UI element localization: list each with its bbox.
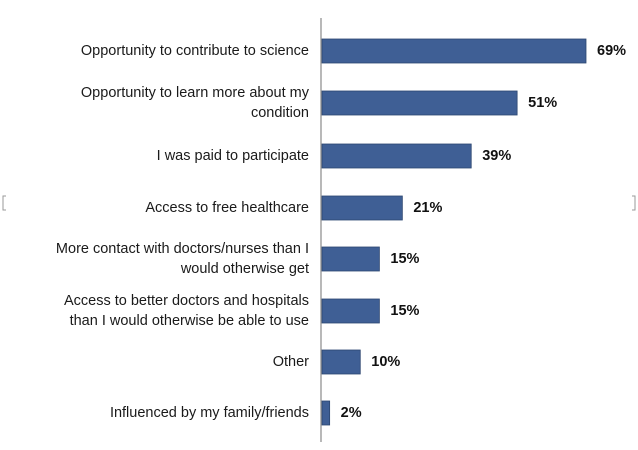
value-label-2: 39% [482, 148, 511, 164]
bar-4 [321, 246, 380, 272]
category-label-line: than I would otherwise be able to use [70, 313, 309, 329]
category-label-line: Opportunity to contribute to science [81, 43, 309, 59]
bar-5 [321, 298, 380, 324]
category-label-line: Opportunity to learn more about my [81, 85, 310, 101]
category-label-line: Influenced by my family/friends [110, 405, 309, 421]
value-label-1: 51% [528, 95, 557, 111]
value-label-3: 21% [413, 200, 442, 216]
category-labels-group: Opportunity to contribute to science Oppo… [56, 43, 310, 421]
bar-1 [321, 90, 518, 116]
category-label-2: I was paid to participate [157, 148, 309, 164]
value-label-7: 2% [341, 405, 362, 421]
bar-2 [321, 143, 472, 169]
category-label-line: I was paid to participate [157, 148, 309, 164]
category-label-line: Other [273, 354, 309, 370]
value-label-0: 69% [597, 43, 626, 59]
category-label-7: Influenced by my family/friends [110, 405, 309, 421]
value-label-6: 10% [371, 354, 400, 370]
value-label-4: 15% [390, 251, 419, 267]
category-label-line: Access to better doctors and hospitals [64, 293, 309, 309]
category-label-line: condition [251, 105, 309, 121]
category-label-3: Access to free healthcare [145, 200, 309, 216]
bar-6 [321, 349, 361, 375]
category-label-line: would otherwise get [180, 261, 309, 277]
bar-3 [321, 195, 403, 221]
category-label-line: Access to free healthcare [145, 200, 309, 216]
category-label-0: Opportunity to contribute to science [81, 43, 309, 59]
value-label-5: 15% [390, 303, 419, 319]
category-label-1: Opportunity to learn more about my condit… [81, 85, 310, 121]
category-label-4: More contact with doctors/nurses than I w… [56, 241, 309, 277]
left-edge-mark [2, 195, 6, 211]
category-label-6: Other [273, 354, 309, 370]
category-label-line: More contact with doctors/nurses than I [56, 241, 309, 257]
bar-0 [321, 38, 587, 64]
bar-7 [321, 400, 331, 426]
value-labels-group: 69% 51% 39% 21% 15% 15% 10% 2% [341, 43, 626, 421]
right-edge-mark [632, 195, 636, 211]
bars-group [321, 38, 587, 426]
category-label-5: Access to better doctors and hospitals th… [64, 293, 309, 329]
